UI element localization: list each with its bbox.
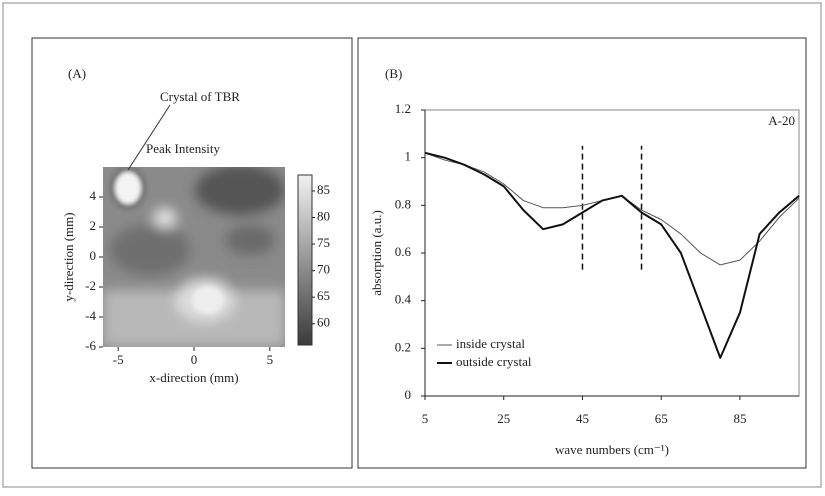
y-tick-label: 0.6 xyxy=(395,244,412,259)
y-tick-label: 0.2 xyxy=(395,339,411,354)
colorbar xyxy=(297,174,313,346)
panel-a-border xyxy=(31,37,353,469)
chart-title: A-20 xyxy=(768,113,795,128)
colorbar-tick-label: 85 xyxy=(317,182,330,197)
x-tick-label: 45 xyxy=(576,411,589,426)
series-line xyxy=(424,151,800,359)
x-tick-label: 5 xyxy=(422,411,429,426)
y-tick-label: -4 xyxy=(85,308,96,323)
colorbar-tick-label: 70 xyxy=(317,262,330,277)
x-tick-label: 25 xyxy=(497,411,510,426)
subtitle: Peak Intensity xyxy=(146,141,221,156)
y-tick-label: 0 xyxy=(405,387,412,402)
colorbar-tick-label: 80 xyxy=(317,208,330,223)
x-tick-label: 85 xyxy=(733,411,746,426)
colorbar-tick-label: 75 xyxy=(317,235,330,250)
series-line xyxy=(424,152,800,266)
y-axis-title: absorption (a.u.) xyxy=(369,210,384,296)
x-axis-title: wave numbers (cm⁻¹) xyxy=(555,442,669,457)
annotation-leader xyxy=(127,104,171,171)
x-axis-title: x-direction (mm) xyxy=(149,370,238,385)
x-tick-label: 0 xyxy=(191,352,198,367)
panel-label: (B) xyxy=(385,66,402,81)
y-tick-label: 1.2 xyxy=(395,101,411,116)
y-tick-label: 1 xyxy=(405,149,412,164)
y-tick-label: -6 xyxy=(85,338,96,353)
y-tick-label: 0 xyxy=(90,248,97,263)
y-tick-label: -2 xyxy=(85,278,96,293)
colorbar-tick-label: 65 xyxy=(317,288,330,303)
x-tick-label: 5 xyxy=(267,352,274,367)
legend-label: outside crystal xyxy=(456,354,532,369)
y-tick-label: 0.8 xyxy=(395,196,411,211)
x-tick-label: 65 xyxy=(655,411,668,426)
heatmap-image xyxy=(103,167,285,347)
outer-border xyxy=(2,2,822,488)
panel-label: (A) xyxy=(68,66,86,81)
y-axis-title: y-direction (mm) xyxy=(61,212,76,301)
x-tick-label: -5 xyxy=(113,352,124,367)
y-tick-label: 2 xyxy=(90,218,97,233)
colorbar-tick-label: 60 xyxy=(317,315,330,330)
panel-b-border xyxy=(357,37,807,469)
annotation: Crystal of TBR xyxy=(160,89,240,104)
legend-label: inside crystal xyxy=(456,336,525,351)
y-tick-label: 4 xyxy=(90,188,97,203)
y-tick-label: 0.4 xyxy=(395,292,412,307)
